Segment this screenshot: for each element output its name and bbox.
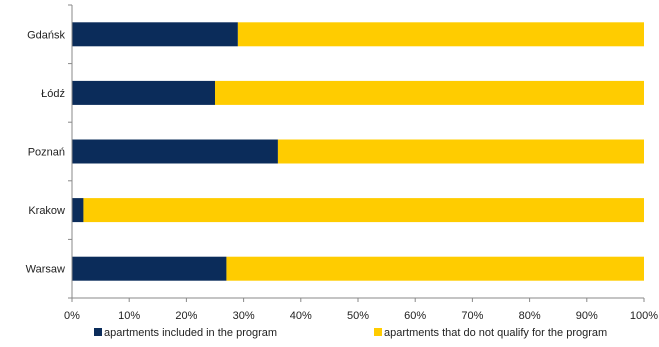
bar-included-2 [72, 139, 278, 164]
x-tick-label: 30% [233, 310, 255, 322]
legend-swatch-included [94, 328, 102, 336]
x-tick-label: 20% [175, 310, 197, 322]
x-tick-label: 40% [290, 310, 312, 322]
legend-swatch-not-qualify [374, 328, 382, 336]
x-tick-label: 60% [404, 310, 426, 322]
x-tick-label: 10% [118, 310, 140, 322]
category-label: Warsaw [26, 264, 65, 276]
category-label: Poznań [28, 147, 65, 159]
x-tick-label: 70% [461, 310, 483, 322]
x-tick-label: 100% [630, 310, 658, 322]
x-tick-labels: 0% 10% 20% 30% 40% 50% 60% 70% 80% 90% 100% [64, 310, 658, 322]
bar-included-1 [72, 80, 215, 105]
legend-label-not-qualify: apartments that do not qualify for the p… [384, 327, 607, 339]
bar-included-4 [72, 256, 227, 281]
bars-group [72, 22, 644, 281]
bar-included-0 [72, 22, 238, 47]
axes-group [68, 4, 645, 302]
category-label: Gdańsk [27, 29, 65, 41]
x-tick-label: 50% [347, 310, 369, 322]
x-tick-label: 90% [576, 310, 598, 322]
legend-label-included: apartments included in the program [104, 327, 277, 339]
bar-not-qualify-4 [226, 256, 644, 281]
bar-not-qualify-3 [83, 198, 644, 223]
bar-included-3 [72, 198, 84, 223]
category-labels: Gdańsk Łódź Poznań Krakow Warsaw [26, 29, 66, 275]
bar-not-qualify-2 [277, 139, 644, 164]
category-label: Krakow [28, 205, 65, 217]
legend: apartments included in the program apart… [94, 327, 607, 339]
x-tick-label: 0% [64, 310, 80, 322]
category-label: Łódź [41, 88, 65, 100]
x-tick-label: 80% [519, 310, 541, 322]
bar-not-qualify-1 [215, 80, 644, 105]
bar-not-qualify-0 [237, 22, 644, 47]
